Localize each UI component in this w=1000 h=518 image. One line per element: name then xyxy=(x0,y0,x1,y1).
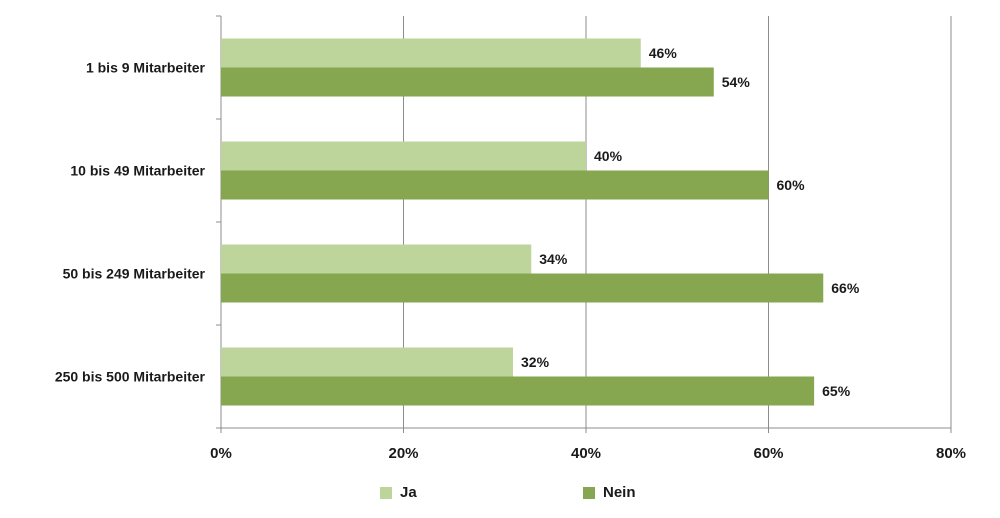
data-label-nein: 54% xyxy=(722,74,751,90)
legend-swatch-ja xyxy=(380,486,392,499)
legend-swatch-nein xyxy=(583,486,595,499)
data-label-nein: 66% xyxy=(831,280,860,296)
bars xyxy=(221,38,824,406)
bar-nein xyxy=(221,376,815,406)
x-tick-label: 0% xyxy=(210,445,232,462)
category-label: 50 bis 249 Mitarbeiter xyxy=(63,266,206,282)
legend-item-ja: Ja xyxy=(380,484,417,501)
x-tick-label: 40% xyxy=(571,445,601,462)
data-label-nein: 60% xyxy=(777,177,806,193)
bar-ja xyxy=(221,38,641,68)
bar-ja xyxy=(221,244,532,274)
labels: 0% 20% 40% 60% 80% 1 bis 9 Mitarbeiter 46% 54% 1… xyxy=(55,45,966,462)
data-label-ja: 40% xyxy=(594,148,623,164)
x-tick-label: 60% xyxy=(753,445,783,462)
legend: Ja Nein xyxy=(0,484,1000,508)
category-label: 10 bis 49 Mitarbeiter xyxy=(70,163,205,179)
x-tick-label: 20% xyxy=(388,445,418,462)
x-tick-label: 80% xyxy=(936,445,966,462)
category-label: 1 bis 9 Mitarbeiter xyxy=(86,60,206,76)
data-label-ja: 34% xyxy=(539,251,568,267)
category-label: 250 bis 500 Mitarbeiter xyxy=(55,369,206,385)
bar-nein xyxy=(221,273,824,303)
bar-nein xyxy=(221,170,769,200)
legend-label-ja: Ja xyxy=(400,484,417,501)
data-label-nein: 65% xyxy=(822,383,851,399)
legend-label-nein: Nein xyxy=(603,484,636,501)
data-label-ja: 46% xyxy=(649,45,678,61)
bar-ja xyxy=(221,347,513,377)
bar-nein xyxy=(221,67,714,97)
data-label-ja: 32% xyxy=(521,354,550,370)
bar-ja xyxy=(221,141,586,171)
legend-item-nein: Nein xyxy=(583,484,636,501)
